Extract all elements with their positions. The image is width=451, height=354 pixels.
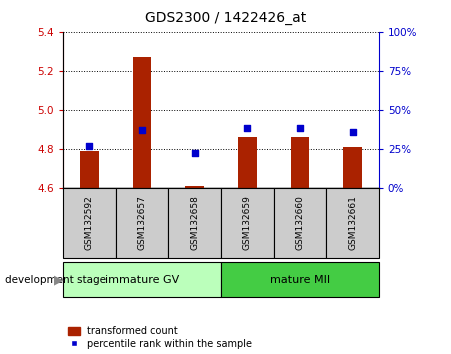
Bar — [221, 262, 379, 297]
Bar — [238, 137, 257, 188]
Bar — [343, 147, 362, 188]
Text: ▶: ▶ — [54, 273, 64, 286]
Point — [86, 143, 93, 148]
Bar — [80, 150, 99, 188]
Bar — [185, 185, 204, 188]
Bar — [274, 188, 326, 258]
Point — [138, 127, 146, 133]
Bar — [63, 188, 116, 258]
Bar — [133, 57, 151, 188]
Point — [191, 150, 198, 156]
Point — [244, 126, 251, 131]
Text: immature GV: immature GV — [105, 275, 179, 285]
Bar — [116, 188, 168, 258]
Text: GSM132661: GSM132661 — [348, 195, 357, 251]
Text: GDS2300 / 1422426_at: GDS2300 / 1422426_at — [145, 11, 306, 25]
Bar — [63, 262, 221, 297]
Text: GSM132658: GSM132658 — [190, 195, 199, 251]
Bar — [168, 188, 221, 258]
Text: GSM132660: GSM132660 — [295, 195, 304, 251]
Text: GSM132659: GSM132659 — [243, 195, 252, 251]
Bar — [221, 188, 274, 258]
Bar — [291, 137, 309, 188]
Text: GSM132657: GSM132657 — [138, 195, 147, 251]
Text: development stage: development stage — [5, 275, 106, 285]
Text: GSM132592: GSM132592 — [85, 196, 94, 250]
Point — [349, 129, 356, 135]
Bar — [326, 188, 379, 258]
Point — [296, 126, 304, 131]
Legend: transformed count, percentile rank within the sample: transformed count, percentile rank withi… — [68, 326, 253, 349]
Text: mature MII: mature MII — [270, 275, 330, 285]
